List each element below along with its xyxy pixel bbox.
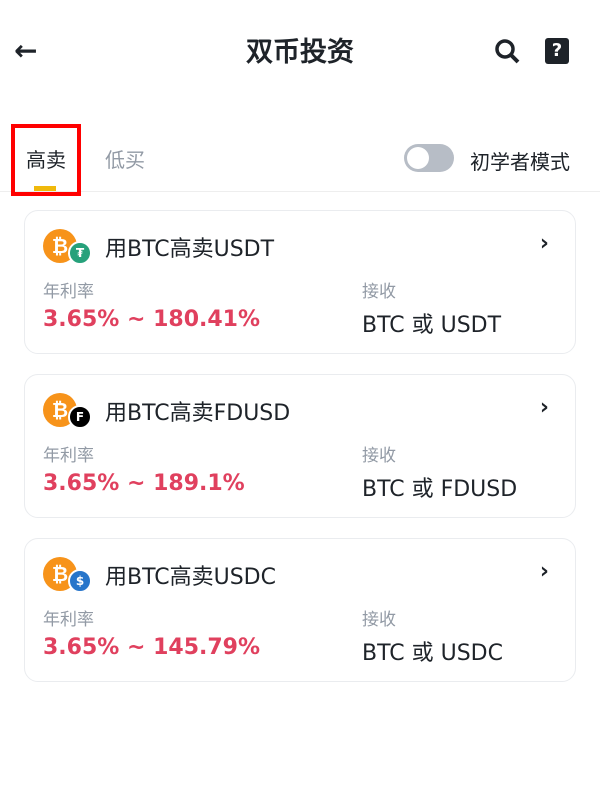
tab-sell-high[interactable]: 高卖 bbox=[26, 148, 66, 172]
receive-label: 接收 bbox=[362, 610, 396, 630]
apr-value: 3.65% ~ 145.79% bbox=[43, 635, 261, 660]
receive-value: BTC 或 USDC bbox=[362, 641, 503, 666]
apr-label: 年利率 bbox=[43, 610, 94, 630]
usdt-icon: ₮ bbox=[68, 241, 92, 265]
tab-buy-low[interactable]: 低买 bbox=[105, 148, 145, 172]
help-book-icon[interactable]: ? bbox=[545, 38, 569, 64]
product-title: 用BTC高卖USDC bbox=[105, 565, 276, 590]
product-card-fdusd[interactable]: ₿ F 用BTC高卖FDUSD › 年利率 接收 3.65% ~ 189.1% … bbox=[24, 374, 576, 518]
usdc-icon: $ bbox=[68, 569, 92, 593]
search-icon[interactable] bbox=[494, 38, 520, 64]
arrow-left-icon[interactable]: ← bbox=[14, 34, 38, 67]
apr-value: 3.65% ~ 189.1% bbox=[43, 471, 245, 496]
toggle-knob bbox=[407, 147, 429, 169]
beginner-mode-label: 初学者模式 bbox=[470, 150, 570, 174]
receive-value: BTC 或 USDT bbox=[362, 313, 502, 338]
apr-label: 年利率 bbox=[43, 446, 94, 466]
product-card-usdc[interactable]: ₿ $ 用BTC高卖USDC › 年利率 接收 3.65% ~ 145.79% … bbox=[24, 538, 576, 682]
chevron-right-icon: › bbox=[539, 559, 549, 584]
product-card-usdt[interactable]: ₿ ₮ 用BTC高卖USDT › 年利率 接收 3.65% ~ 180.41% … bbox=[24, 210, 576, 354]
active-tab-indicator bbox=[34, 186, 56, 191]
receive-value: BTC 或 FDUSD bbox=[362, 477, 518, 502]
header: ← 双币投资 ? bbox=[0, 0, 600, 100]
receive-label: 接收 bbox=[362, 282, 396, 302]
highlight-box bbox=[11, 124, 81, 196]
apr-value: 3.65% ~ 180.41% bbox=[43, 307, 261, 332]
page-title: 双币投资 bbox=[246, 37, 354, 68]
tab-bar: 高卖 低买 bbox=[0, 130, 600, 192]
receive-label: 接收 bbox=[362, 446, 396, 466]
chevron-right-icon: › bbox=[539, 231, 549, 256]
product-title: 用BTC高卖USDT bbox=[105, 237, 275, 262]
apr-label: 年利率 bbox=[43, 282, 94, 302]
product-title: 用BTC高卖FDUSD bbox=[105, 401, 291, 426]
chevron-right-icon: › bbox=[539, 395, 549, 420]
fdusd-icon: F bbox=[68, 405, 92, 429]
beginner-mode-toggle[interactable] bbox=[404, 144, 454, 172]
